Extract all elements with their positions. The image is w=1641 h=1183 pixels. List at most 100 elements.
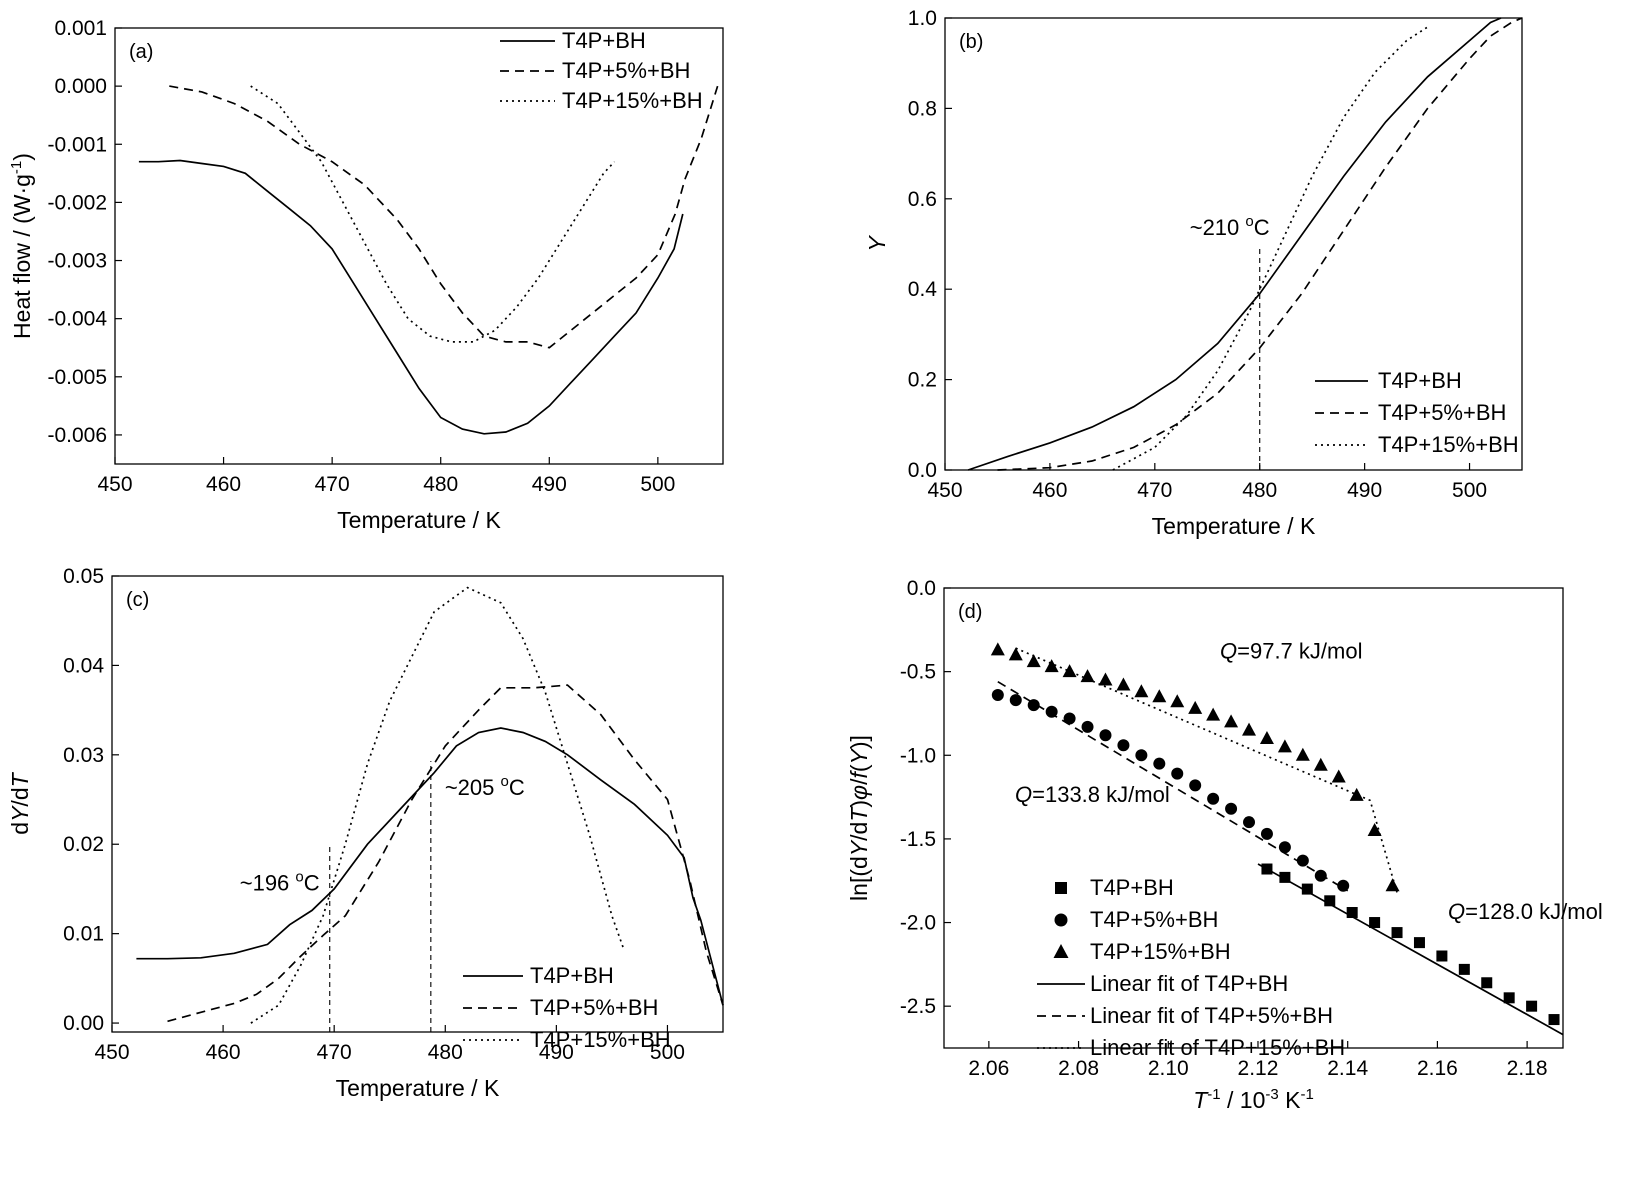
y-tick-label: 0.01 xyxy=(63,923,104,946)
panel-label: (b) xyxy=(959,31,983,53)
x-tick-label: 2.06 xyxy=(968,1057,1009,1080)
legend-label: T4P+BH xyxy=(562,28,646,53)
series-t4p-bh-line xyxy=(136,727,724,1006)
legend-entry: T4P+15%+BH xyxy=(500,88,703,113)
series-t4p-15-bh-point xyxy=(1080,669,1095,683)
legend-label: T4P+5%+BH xyxy=(530,995,658,1020)
series-t4p-5-bh-point xyxy=(1153,757,1166,770)
series-t4p-5-bh-line xyxy=(997,17,1523,471)
series-t4p-15-bh-point xyxy=(990,642,1005,656)
series-t4p-5-bh-point xyxy=(1117,739,1130,752)
x-tick-label: 470 xyxy=(315,473,350,496)
y-tick-label: -0.002 xyxy=(47,191,107,214)
y-tick-label: 0.2 xyxy=(908,369,937,392)
y-tick-label: -0.003 xyxy=(47,250,107,273)
x-tick-label: 470 xyxy=(317,1041,352,1064)
x-tick-label: 480 xyxy=(428,1041,463,1064)
legend-label: T4P+BH xyxy=(1090,875,1174,900)
panel-b: 450 460 470 480 490 500 0.0 0.2 0.4 0.6 0.8 1.0 (b) T… xyxy=(864,7,1523,539)
legend-entry: T4P+BH xyxy=(1315,368,1462,393)
legend-entry: T4P+15%+BH xyxy=(1053,939,1231,964)
y-tick-label: 0.04 xyxy=(63,654,104,677)
y-tick-label: 0.00 xyxy=(63,1012,104,1035)
x-tick-label: 500 xyxy=(1452,479,1487,502)
series-t4p-bh-point xyxy=(1369,917,1381,929)
y-tick-label: 0.0 xyxy=(908,459,937,482)
series-t4p-5-bh-line xyxy=(167,684,724,1023)
legend-entry: T4P+15%+BH xyxy=(463,1027,671,1052)
legend-entry: T4P+5%+BH xyxy=(1315,400,1506,425)
legend-label: Linear fit of T4P+BH xyxy=(1090,971,1288,996)
legend-label: T4P+5%+BH xyxy=(1090,907,1218,932)
legend-entry: T4P+15%+BH xyxy=(1315,432,1519,457)
series-t4p-15-bh-point xyxy=(1188,700,1203,714)
y-tick-label: 0.000 xyxy=(54,75,107,98)
legend-label: Linear fit of T4P+15%+BH xyxy=(1090,1035,1345,1060)
y-tick-label: -1.5 xyxy=(900,828,936,851)
series-t4p-15-bh-point xyxy=(1224,714,1239,728)
y-tick-label: 0.03 xyxy=(63,744,104,767)
panel-a: 450 460 470 480 490 500 0.001 0.000 -0.001 -0.002… xyxy=(8,17,724,533)
legend-entry: Linear fit of T4P+5%+BH xyxy=(1037,1003,1333,1028)
series-t4p-15-bh-point xyxy=(1098,672,1113,686)
y-tick-label: 0.4 xyxy=(908,278,938,301)
series-t4p-bh-point xyxy=(1458,963,1470,975)
series-t4p-bh-point xyxy=(1481,977,1493,989)
series-t4p-15-bh-point xyxy=(1367,823,1382,837)
y-tick-label: -0.006 xyxy=(47,424,107,447)
annotation: ~205 oC xyxy=(445,773,525,800)
x-tick-label: 2.10 xyxy=(1148,1057,1189,1080)
panel-label: (c) xyxy=(126,589,149,611)
legend-entry: T4P+BH xyxy=(463,963,614,988)
fit-annotation: Q=97.7 kJ/mol xyxy=(1220,638,1362,663)
series-t4p-5-bh-point xyxy=(1171,767,1184,780)
y-tick-label: 0.8 xyxy=(908,97,937,120)
series-t4p-15-bh-point xyxy=(1331,769,1346,783)
series-t4p-15-bh-point xyxy=(1385,878,1400,892)
legend-entry: T4P+5%+BH xyxy=(500,58,690,83)
legend-label: T4P+5%+BH xyxy=(1378,400,1506,425)
annotation: ~196 oC xyxy=(240,869,320,896)
series-t4p-15-bh-point xyxy=(1026,654,1041,668)
legend-entry: T4P+BH xyxy=(1055,875,1174,900)
x-tick-label: 500 xyxy=(650,1041,685,1064)
y-tick-label: -0.004 xyxy=(47,308,107,331)
y-axis-label: Y xyxy=(864,235,890,252)
series-t4p-15-bh-point xyxy=(1242,722,1257,736)
series-t4p-5-bh-point xyxy=(1189,779,1202,792)
series-t4p-5-bh-point xyxy=(1009,694,1022,707)
series-t4p-15-bh-point xyxy=(1206,707,1221,721)
plot-frame xyxy=(944,17,1523,471)
y-tick-label: -0.005 xyxy=(47,366,107,389)
x-tick-label: 450 xyxy=(94,1041,129,1064)
x-tick-label: 460 xyxy=(1032,479,1067,502)
x-tick-label: 460 xyxy=(206,473,241,496)
legend-marker xyxy=(1055,882,1067,894)
legend-label: T4P+15%+BH xyxy=(1090,939,1231,964)
series-t4p-bh-point xyxy=(1413,937,1425,949)
x-tick-label: 450 xyxy=(97,473,132,496)
legend-entry: T4P+BH xyxy=(500,28,646,53)
x-axis-label: Temperature / K xyxy=(337,507,501,533)
series-t4p-15-bh-point xyxy=(1277,739,1292,753)
series-t4p-15-bh-point xyxy=(1116,677,1131,691)
x-tick-label: 480 xyxy=(423,473,458,496)
y-axis-label: ln[(dY/dT)φ/f(Y)] xyxy=(846,735,872,901)
series-t4p-15-bh-line xyxy=(1112,26,1429,471)
legend-entry: T4P+5%+BH xyxy=(1054,907,1218,932)
series-t4p-15-bh-point xyxy=(1134,684,1149,698)
series-t4p-5-bh-line xyxy=(169,85,719,349)
y-tick-label: 0.6 xyxy=(908,188,937,211)
series-linear-fit-of-t4p-5-bh-line xyxy=(997,680,1349,892)
fit-annotation: Q=133.8 kJ/mol xyxy=(1015,782,1170,807)
series-t4p-bh-point xyxy=(1324,895,1336,907)
series-t4p-5-bh-point xyxy=(1296,854,1309,867)
series-t4p-15-bh-point xyxy=(1044,659,1059,673)
x-tick-label: 470 xyxy=(1137,479,1172,502)
series-t4p-15-bh-line xyxy=(250,85,616,343)
y-tick-label: 0.02 xyxy=(63,833,104,856)
y-tick-label: 1.0 xyxy=(908,7,937,30)
series-t4p-bh-point xyxy=(1279,871,1291,883)
x-axis-label: T-1 / 10-3 K-1 xyxy=(1193,1086,1314,1113)
series-t4p-15-bh-point xyxy=(1349,787,1364,801)
